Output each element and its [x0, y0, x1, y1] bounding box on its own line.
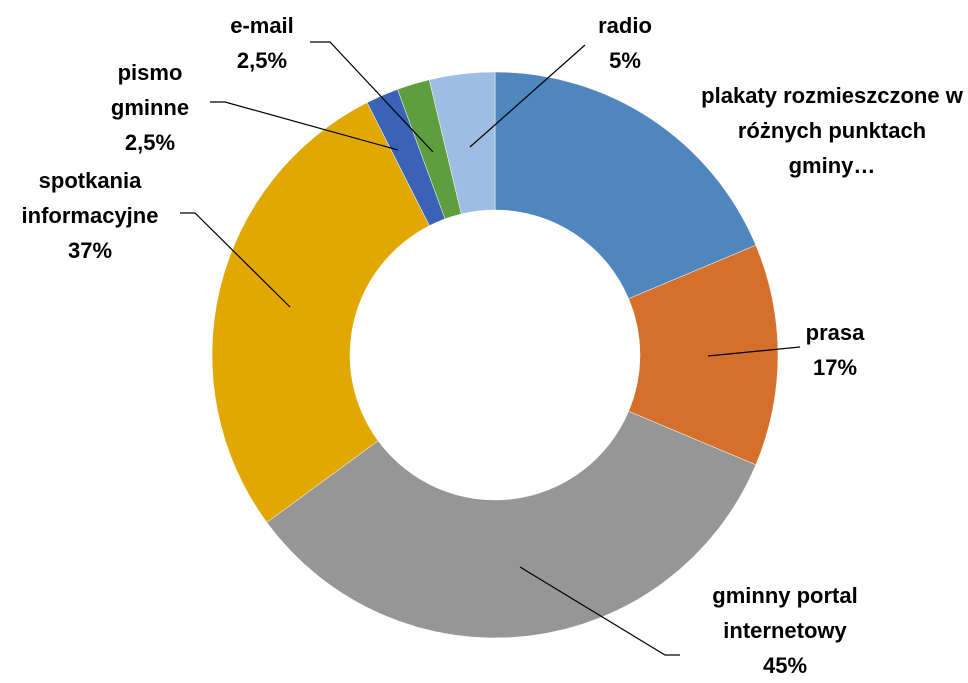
data-label: radio 5%	[575, 8, 675, 78]
data-label: plakaty rozmieszczone w różnych punktach…	[697, 78, 967, 183]
leader-line	[310, 41, 434, 153]
data-label: spotkania informacyjne 37%	[0, 163, 180, 268]
slice	[266, 410, 757, 639]
data-label: e-mail 2,5%	[212, 8, 312, 78]
value-label: 2,5%	[236, 48, 288, 73]
category-label: e-mail	[230, 13, 294, 38]
data-label: gminny portal internetowy 45%	[675, 578, 895, 683]
value-label: 37%	[67, 238, 113, 263]
category-label: plakaty rozmieszczone w różnych punktach…	[701, 83, 963, 178]
slice	[494, 71, 757, 300]
value-label: 5%	[609, 48, 641, 73]
leader-line	[707, 346, 801, 357]
category-label: prasa	[805, 320, 865, 345]
leader-line	[469, 44, 586, 148]
slice	[211, 102, 430, 523]
category-label: spotkania informacyjne	[21, 168, 159, 228]
data-label: pismo gminne 2,5%	[100, 55, 200, 160]
value-label: 17%	[812, 355, 858, 380]
value-label: 2,5%	[124, 130, 176, 155]
category-label: pismo gminne	[110, 60, 190, 120]
leader-line	[519, 566, 680, 656]
category-label: radio	[598, 13, 652, 38]
value-label: 45%	[762, 653, 808, 678]
leader-line	[210, 101, 399, 151]
slice	[628, 244, 779, 466]
slice	[428, 71, 496, 215]
data-label: prasa 17%	[775, 315, 895, 385]
leader-line	[180, 212, 291, 308]
category-label: gminny portal internetowy	[712, 583, 858, 643]
